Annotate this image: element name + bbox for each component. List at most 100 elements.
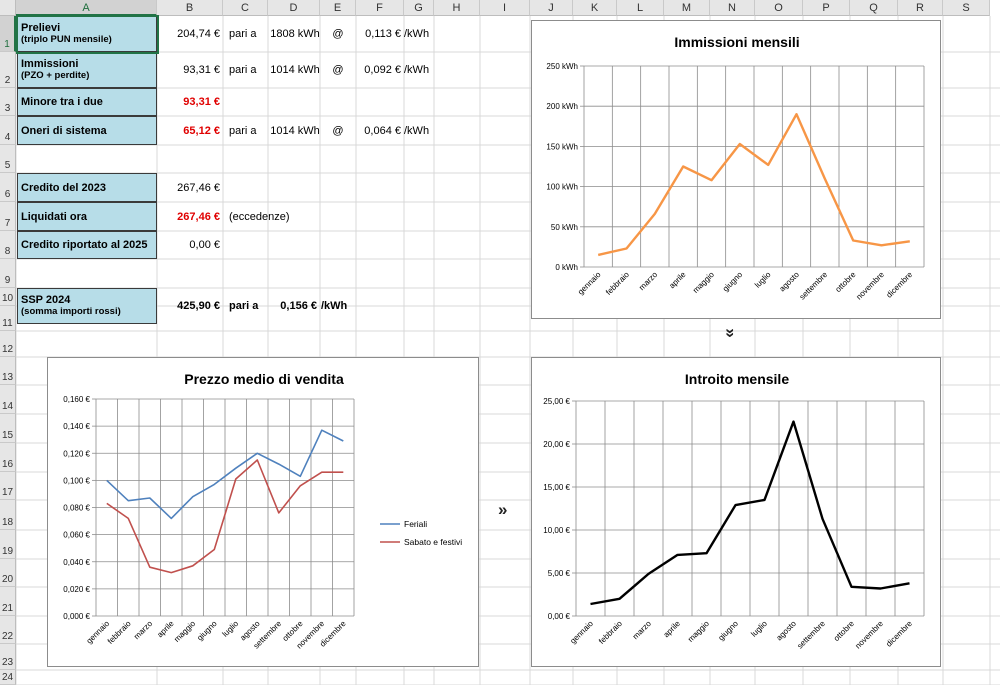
cell-prelievi-amount[interactable]: 204,74 €: [177, 28, 220, 40]
y-tick-label: 5,00 €: [548, 569, 571, 578]
row-header-22[interactable]: 22: [0, 616, 16, 644]
column-header-P[interactable]: P: [803, 0, 850, 16]
cell-oneri-unit[interactable]: /kWh: [404, 124, 430, 137]
row-header-21[interactable]: 21: [0, 587, 16, 616]
row-header-16[interactable]: 16: [0, 443, 16, 472]
y-tick-label: 150 kWh: [546, 142, 578, 151]
row-header-11[interactable]: 11: [0, 306, 16, 331]
chart-title: Prezzo medio di vendita: [184, 371, 344, 387]
row-header-24[interactable]: 24: [0, 670, 16, 685]
column-header-G[interactable]: G: [404, 0, 434, 16]
cell-label-liquidati[interactable]: Liquidati ora: [17, 202, 157, 231]
select-all-corner[interactable]: [0, 0, 16, 16]
row-header-15[interactable]: 15: [0, 414, 16, 443]
cell-liquidati-amount[interactable]: 267,46 €: [177, 210, 220, 223]
row-header-3[interactable]: 3: [0, 88, 16, 116]
row-header-8[interactable]: 8: [0, 231, 16, 259]
cell-oneri-pari[interactable]: pari a: [229, 124, 257, 137]
row-header-9[interactable]: 9: [0, 259, 16, 288]
x-tick-label: agosto: [775, 619, 799, 643]
x-tick-label: febbraio: [604, 270, 631, 297]
chart-introito-mensile[interactable]: Introito mensile 0,00 € 5,00 € 10,00 € 15,00…: [531, 357, 941, 667]
column-header-J[interactable]: J: [530, 0, 573, 16]
y-tick-label: 15,00 €: [543, 483, 570, 492]
column-header-L[interactable]: L: [617, 0, 664, 16]
cell-minore-amount[interactable]: 93,31 €: [183, 96, 220, 108]
column-header-R[interactable]: R: [898, 0, 943, 16]
row-header-4[interactable]: 4: [0, 116, 16, 145]
column-header-E[interactable]: E: [320, 0, 356, 16]
cell-immissioni-rate[interactable]: 0,092 €: [364, 64, 401, 76]
cell-prelievi-unit[interactable]: /kWh: [404, 28, 430, 40]
row-header-5[interactable]: 5: [0, 145, 16, 173]
cell-ssp-amount[interactable]: 425,90 €: [177, 300, 220, 312]
chart-introito-svg: Introito mensile 0,00 € 5,00 € 10,00 € 15,00…: [543, 371, 925, 651]
cell-immissioni-at[interactable]: @: [332, 64, 344, 76]
cell-oneri-at[interactable]: @: [332, 124, 344, 137]
row-header-1[interactable]: 1: [0, 16, 16, 52]
cell-ssp-rate[interactable]: 0,156 €: [280, 300, 317, 312]
row-header-7[interactable]: 7: [0, 202, 16, 231]
row-header-6[interactable]: 6: [0, 173, 16, 202]
x-tick-label: marzo: [637, 270, 659, 292]
column-header-A[interactable]: A: [16, 0, 157, 16]
column-header-K[interactable]: K: [573, 0, 617, 16]
y-tick-label: 25,00 €: [543, 397, 570, 406]
cell-immissioni-kwh[interactable]: 1014 kWh: [270, 64, 320, 76]
cell-prelievi-kwh[interactable]: 1808 kWh: [270, 28, 320, 40]
row-header-13[interactable]: 13: [0, 357, 16, 385]
chart-prezzo-medio[interactable]: Prezzo medio di vendita 0,000 € 0,020 € 0,0…: [47, 357, 479, 667]
cell-prelievi-rate[interactable]: 0,113 €: [365, 28, 401, 40]
column-header-C[interactable]: C: [223, 0, 268, 16]
y-tick-label: 20,00 €: [543, 440, 570, 449]
x-tick-label: giugno: [195, 619, 219, 643]
cell-immissioni-pari[interactable]: pari a: [229, 64, 257, 76]
cell-oneri-amount[interactable]: 65,12 €: [183, 124, 220, 137]
row-header-20[interactable]: 20: [0, 559, 16, 587]
cell-label-credito2023[interactable]: Credito del 2023: [17, 173, 157, 202]
cell-immissioni-unit[interactable]: /kWh: [404, 64, 430, 76]
column-header-S[interactable]: S: [943, 0, 990, 16]
row-header-17[interactable]: 17: [0, 472, 16, 500]
cell-label-riportato[interactable]: Credito riportato al 2025: [17, 231, 157, 259]
cell-credito2023-amount[interactable]: 267,46 €: [177, 181, 220, 194]
cell-immissioni-amount[interactable]: 93,31 €: [183, 64, 220, 76]
cell-riportato-amount[interactable]: 0,00 €: [189, 239, 220, 251]
chart-prezzo-svg: Prezzo medio di vendita 0,000 € 0,020 € 0,0…: [63, 371, 462, 651]
chart-immissioni-mensili[interactable]: Immissioni mensili 0 kWh 50 kWh 100 kWh 150 …: [531, 20, 941, 319]
cell-prelievi-pari[interactable]: pari a: [229, 28, 257, 40]
column-header-I[interactable]: I: [480, 0, 530, 16]
column-header-O[interactable]: O: [755, 0, 803, 16]
row-header-2[interactable]: 2: [0, 52, 16, 88]
cell-liquidati-note[interactable]: (eccedenze): [229, 210, 290, 223]
row-header-23[interactable]: 23: [0, 644, 16, 670]
cell-label-oneri[interactable]: Oneri di sistema: [17, 116, 157, 145]
x-tick-label: settembre: [795, 619, 827, 651]
column-header-M[interactable]: M: [664, 0, 710, 16]
row-header-12[interactable]: 12: [0, 331, 16, 357]
column-header-N[interactable]: N: [710, 0, 755, 16]
column-header-D[interactable]: D: [268, 0, 320, 16]
column-header-B[interactable]: B: [157, 0, 223, 16]
cell-ssp-pari[interactable]: pari a: [229, 300, 259, 312]
cell-prelievi-at[interactable]: @: [332, 28, 344, 40]
cell-ssp-unit[interactable]: /kWh: [321, 300, 348, 312]
row-header-14[interactable]: 14: [0, 385, 16, 414]
row-header-18[interactable]: 18: [0, 500, 16, 530]
cell-label-ssp[interactable]: SSP 2024 (somma importi rossi): [17, 288, 157, 324]
y-tick-label: 0,000 €: [63, 612, 90, 621]
column-header-H[interactable]: H: [434, 0, 480, 16]
y-tick-label: 0,020 €: [63, 585, 90, 594]
cell-label-minore[interactable]: Minore tra i due: [17, 88, 157, 116]
column-header-F[interactable]: F: [356, 0, 404, 16]
column-header-Q[interactable]: Q: [850, 0, 898, 16]
x-tick-label: maggio: [686, 619, 711, 644]
x-tick-label: marzo: [631, 619, 653, 641]
cell-oneri-rate[interactable]: 0,064 €: [364, 124, 401, 137]
row-header-19[interactable]: 19: [0, 530, 16, 559]
x-tick-label: dicembre: [885, 270, 915, 300]
cell-oneri-kwh[interactable]: 1014 kWh: [270, 124, 320, 137]
cell-label-immissioni[interactable]: Immissioni (PZO + perdite): [17, 52, 157, 88]
row-header-10[interactable]: 10: [0, 288, 16, 306]
y-tick-label: 0,120 €: [63, 449, 90, 458]
